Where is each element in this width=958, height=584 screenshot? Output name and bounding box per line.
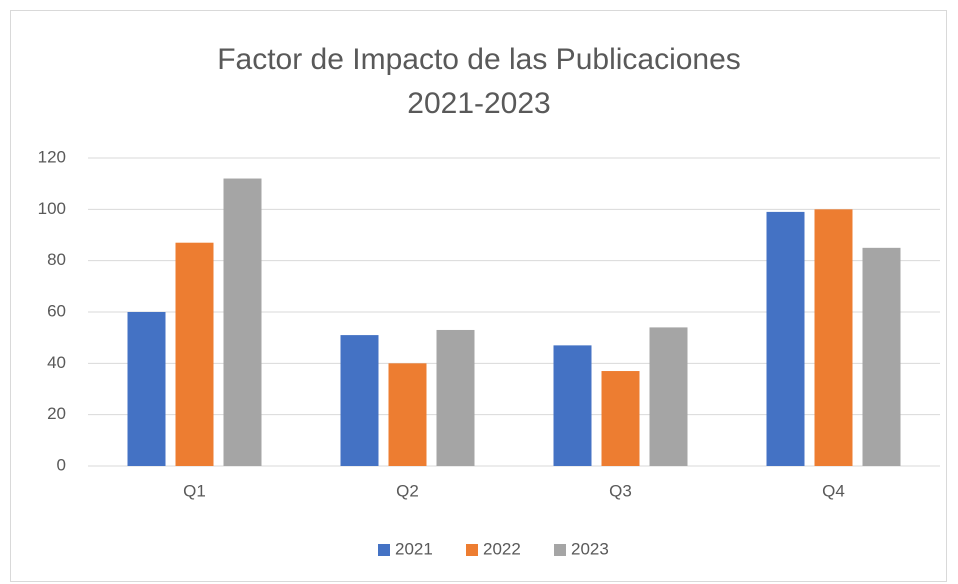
x-tick-label: Q1 [183, 481, 206, 500]
y-tick-label: 120 [38, 147, 66, 166]
bar [340, 335, 379, 466]
legend-swatch [378, 544, 390, 556]
x-tick-label: Q2 [396, 481, 419, 500]
y-tick-label: 40 [47, 353, 66, 372]
y-tick-label: 60 [47, 301, 66, 320]
bar [862, 247, 901, 466]
legend-label: 2023 [571, 539, 609, 558]
legend-label: 2022 [483, 539, 521, 558]
bar [553, 345, 592, 466]
bar [127, 312, 166, 466]
bar [649, 327, 688, 466]
bar [175, 242, 214, 466]
legend-label: 2021 [395, 539, 433, 558]
bar [601, 371, 640, 466]
y-tick-label: 0 [57, 455, 66, 474]
bar [436, 329, 475, 466]
legend-swatch [554, 544, 566, 556]
bar [388, 363, 427, 466]
y-tick-label: 20 [47, 404, 66, 423]
chart-frame [10, 10, 947, 582]
y-tick-label: 100 [38, 199, 66, 218]
bar [766, 211, 805, 466]
y-tick-label: 80 [47, 250, 66, 269]
legend-swatch [466, 544, 478, 556]
x-tick-label: Q3 [609, 481, 632, 500]
x-tick-label: Q4 [822, 481, 845, 500]
bar [223, 178, 262, 467]
chart-title: Factor de Impacto de las Publicaciones 2… [217, 43, 741, 120]
bar [814, 209, 853, 467]
